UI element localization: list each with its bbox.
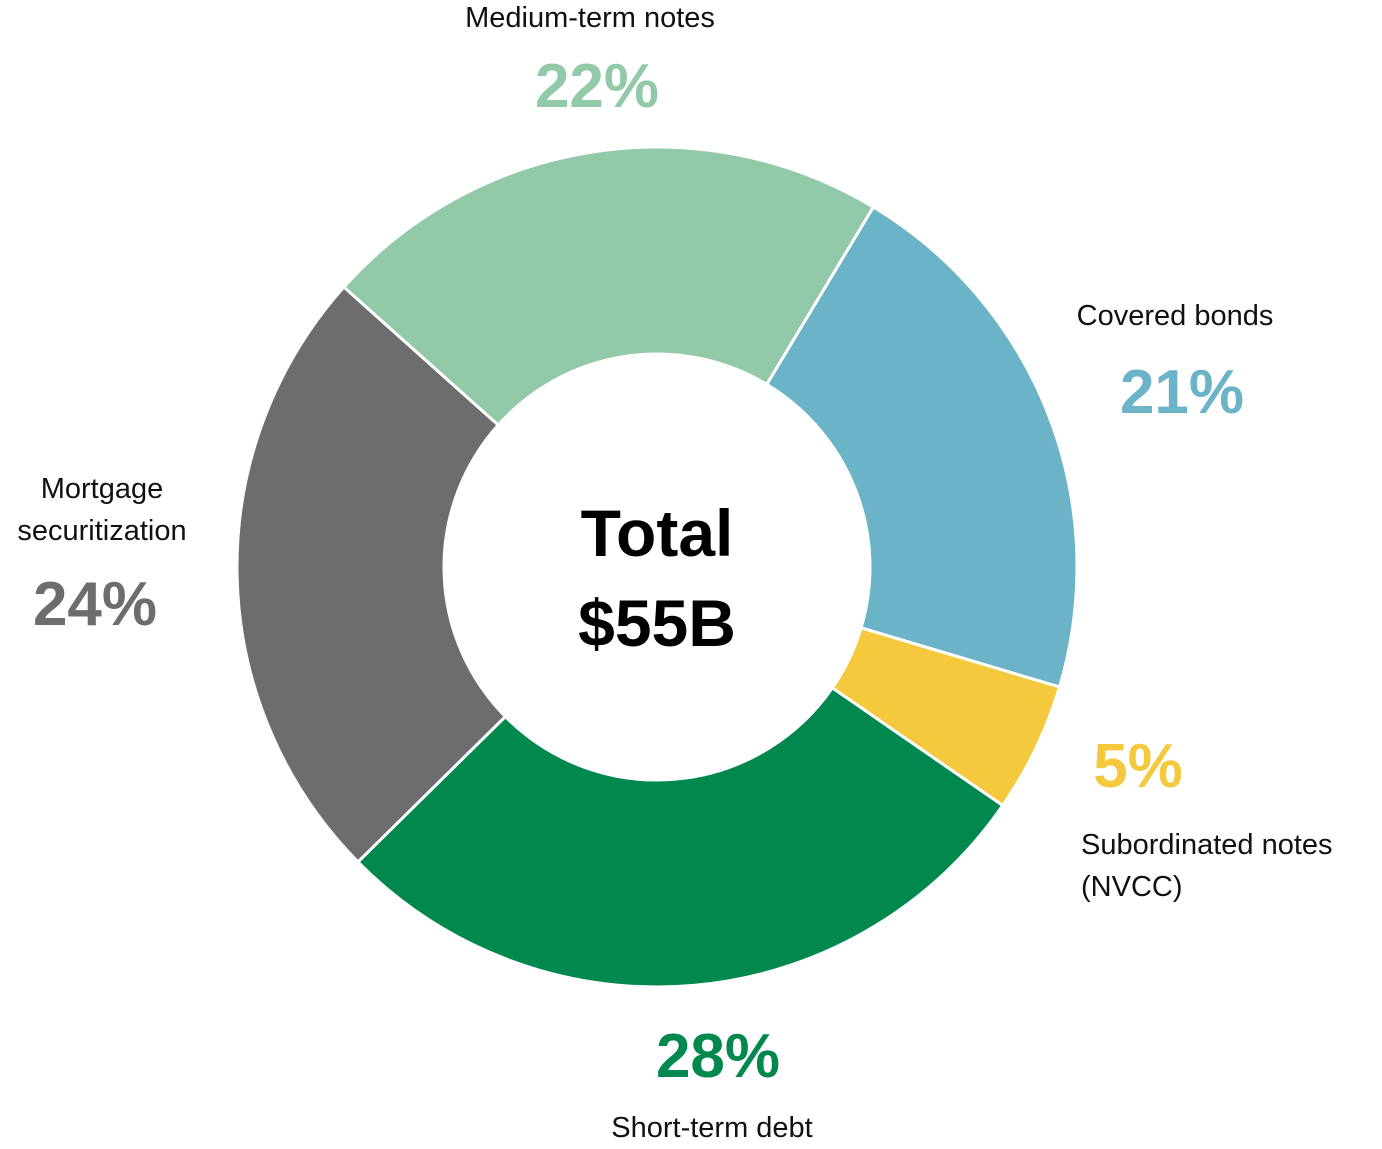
donut-segment <box>235 284 508 865</box>
value-label: 28% <box>655 1022 781 1091</box>
center-label: $55B <box>578 586 736 660</box>
value-label: 21% <box>1119 358 1245 427</box>
value-label: 5% <box>1093 732 1183 801</box>
category-label: Subordinated notes (NVCC) <box>1081 829 1333 903</box>
category-label: Medium-term notes <box>465 2 715 34</box>
donut-segment <box>341 145 876 428</box>
category-label: Short-term debt <box>611 1112 813 1144</box>
category-label: Mortgage securitization <box>17 473 187 547</box>
donut-segment <box>355 685 1005 989</box>
value-label: 22% <box>534 52 660 121</box>
center-label: Total <box>580 496 734 570</box>
value-label: 24% <box>32 570 158 639</box>
category-label: Covered bonds <box>1076 300 1274 332</box>
donut-segment <box>764 204 1079 689</box>
